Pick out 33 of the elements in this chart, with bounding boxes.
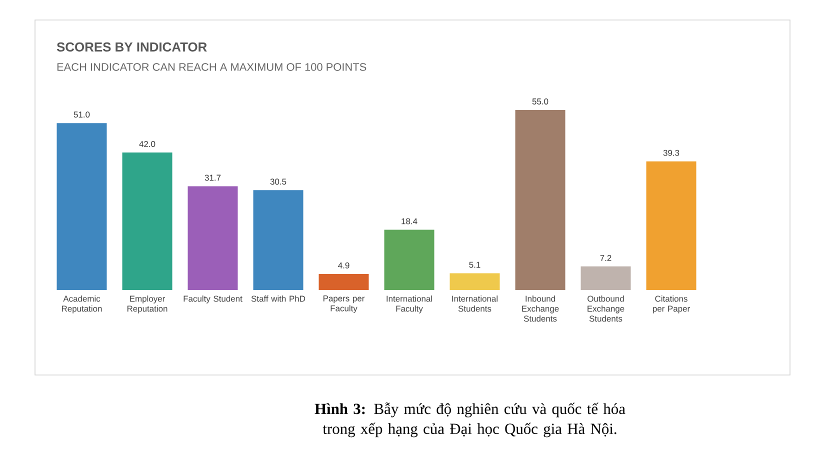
data-label: 42.0 (139, 141, 156, 147)
x-tick-label: Academic Reputation (62, 296, 102, 314)
chart-subtitle: EACH INDICATOR CAN REACH A MAXIMUM OF 100 POINTS (57, 63, 366, 71)
bar (188, 186, 238, 290)
x-tick-label: Staff with PhD (251, 296, 306, 302)
bar (580, 266, 631, 290)
x-tick-label: Outbound Exchange Students (588, 296, 624, 322)
bar (450, 273, 500, 290)
bar (122, 152, 172, 290)
x-tick-label: Faculty Student (184, 296, 242, 304)
bar (253, 190, 304, 290)
data-label: 31.7 (204, 174, 221, 181)
x-tick-label: Citations per Paper (652, 296, 690, 314)
x-tick-label: International Students (452, 296, 498, 312)
data-label: 7.2 (600, 254, 612, 261)
data-label: 18.4 (402, 218, 418, 224)
bar (646, 161, 696, 290)
bar (384, 230, 434, 290)
data-label: 55.0 (532, 98, 548, 104)
data-label: 51.0 (74, 112, 90, 118)
bar (318, 274, 369, 290)
chart-title: SCORES BY INDICATOR (56, 42, 207, 52)
data-label: 5.1 (469, 262, 480, 268)
data-label: 39.3 (663, 150, 680, 156)
x-tick-label: Papers per Faculty (324, 296, 365, 314)
x-tick-label: International Faculty (386, 296, 432, 314)
x-tick-label: Inbound Exchange Students (522, 296, 559, 322)
text: Hình 3: Bẫy mức độ nghiên cứu và quốc tế hóa trong xếp hạng của Đại học Quốc gia Hà Nội. (314, 402, 626, 438)
x-tick-label: Employer Reputation (127, 296, 168, 314)
data-label: 30.5 (270, 178, 286, 185)
data-label: 4.9 (338, 262, 350, 268)
bar (56, 123, 107, 290)
bar (515, 110, 566, 290)
